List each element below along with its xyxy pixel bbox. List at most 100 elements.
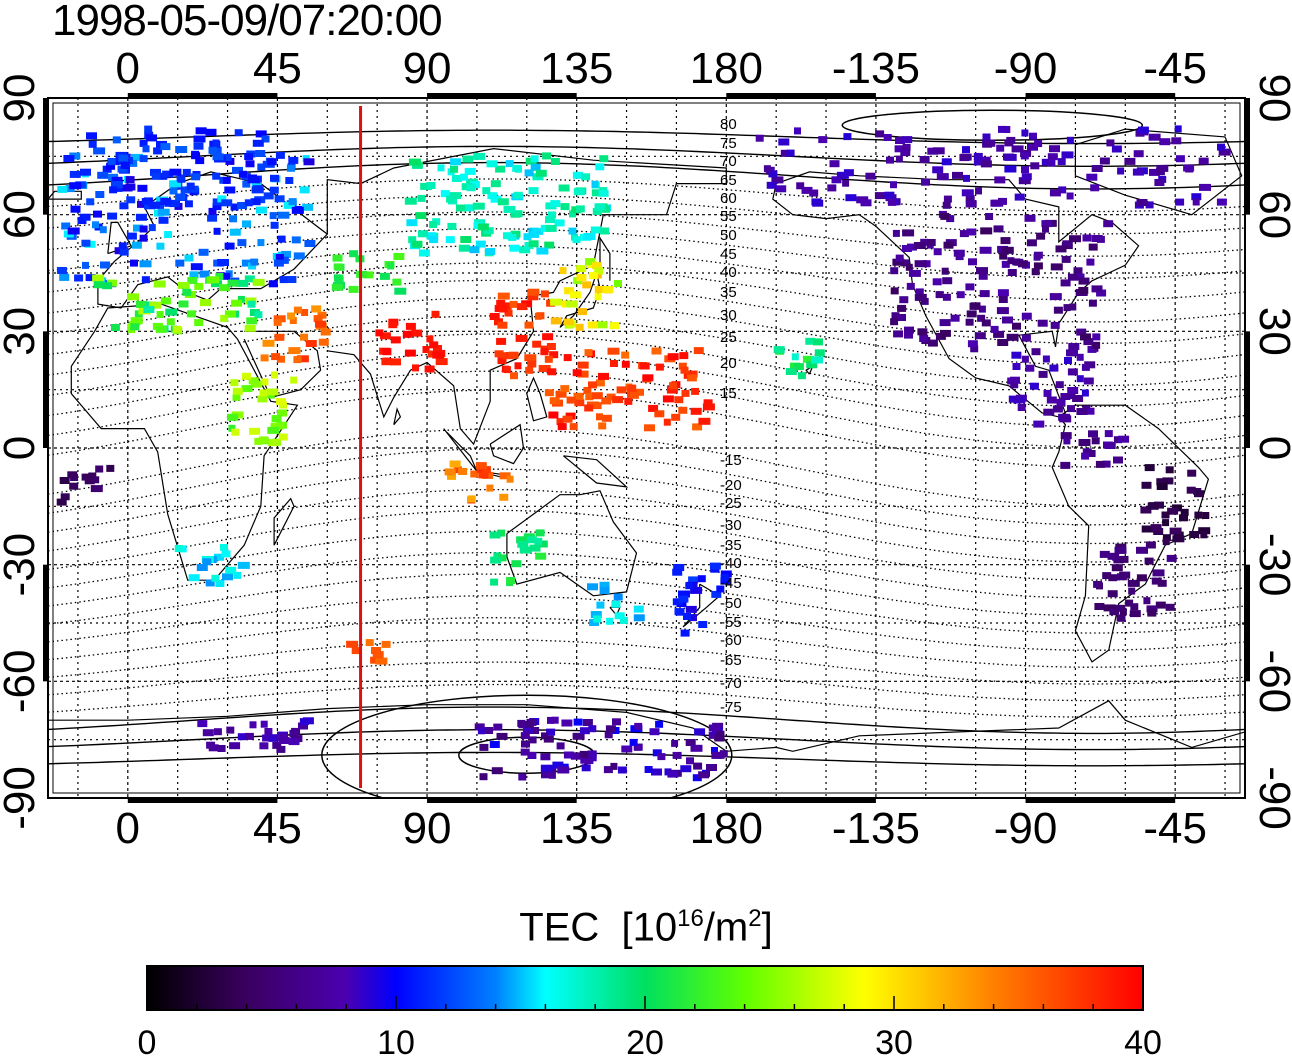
tec-data-point <box>1010 376 1020 384</box>
tec-data-point <box>453 466 462 474</box>
tec-data-point <box>257 395 268 403</box>
magnetic-latitude-label: -50 <box>720 595 742 612</box>
coastline <box>1051 404 1210 663</box>
tec-data-point <box>550 158 560 165</box>
tec-data-point <box>892 258 905 266</box>
colorbar-tick-label: 10 <box>377 1024 415 1057</box>
tec-data-point <box>624 397 633 405</box>
tec-data-point <box>127 293 139 301</box>
tec-data-point <box>529 727 540 734</box>
tec-data-point <box>524 720 534 728</box>
tec-data-point <box>978 305 986 313</box>
tec-data-point <box>275 151 285 159</box>
tec-data-point <box>237 202 248 209</box>
magnetic-pole-south-contour <box>321 694 733 798</box>
tec-data-point <box>273 318 282 326</box>
tec-data-point <box>244 199 253 207</box>
tec-data-point <box>720 574 729 582</box>
magnetic-latitude-label: -65 <box>720 652 742 669</box>
tec-data-point <box>793 363 804 371</box>
tec-data-point <box>299 186 310 194</box>
tec-data-point <box>1060 279 1071 287</box>
tec-data-point <box>1149 168 1160 176</box>
tec-data-point <box>1202 512 1210 519</box>
tec-data-point <box>1084 450 1096 457</box>
tec-data-point <box>1049 145 1060 153</box>
tec-data-point <box>894 145 907 153</box>
tec-data-point <box>1146 605 1158 613</box>
tec-data-point <box>130 259 138 267</box>
tec-data-point <box>1002 316 1013 324</box>
tec-data-point <box>59 477 70 484</box>
tec-data-point <box>262 339 275 347</box>
tec-data-point <box>914 260 927 268</box>
tec-data-point <box>196 564 208 571</box>
tec-data-point <box>505 160 514 168</box>
tec-data-point <box>333 274 341 282</box>
tec-data-point <box>156 311 164 318</box>
tec-data-point <box>255 150 266 157</box>
tec-data-point <box>1104 430 1113 438</box>
tec-data-point <box>69 152 81 160</box>
tec-data-point <box>621 360 630 368</box>
tec-data-point <box>506 475 514 483</box>
tec-data-point <box>527 360 537 368</box>
tec-data-point <box>942 277 953 285</box>
tec-data-point <box>277 409 288 417</box>
coastline <box>559 270 601 328</box>
tec-data-point <box>883 134 892 141</box>
tec-data-points <box>56 125 1231 782</box>
tec-data-point <box>222 176 231 184</box>
lon-tick-label-top: -45 <box>1143 44 1207 93</box>
tec-data-point <box>524 169 534 177</box>
tec-data-point <box>212 139 220 147</box>
tec-data-point <box>266 158 277 166</box>
tec-data-point <box>576 274 587 281</box>
tec-data-point <box>642 374 654 382</box>
colorbar-tick-label: 20 <box>626 1024 664 1057</box>
tec-data-point <box>1068 392 1076 399</box>
tec-data-point <box>1119 571 1131 579</box>
tec-data-point <box>277 211 290 219</box>
tec-data-point <box>1061 255 1071 263</box>
tec-data-point <box>560 385 570 393</box>
tec-data-point <box>998 125 1007 133</box>
tec-data-point <box>639 362 650 370</box>
tec-data-point <box>946 215 955 223</box>
frame-band-bottom <box>427 798 577 803</box>
tec-data-point <box>229 742 241 750</box>
tec-data-point <box>278 433 288 441</box>
tec-data-point <box>447 472 456 480</box>
tec-data-point <box>300 333 309 341</box>
tec-data-point <box>685 582 694 590</box>
tec-data-point <box>517 719 526 727</box>
tec-data-point <box>569 210 576 218</box>
coastline <box>1074 128 1243 216</box>
tec-data-point <box>485 248 496 255</box>
tec-data-point <box>1107 590 1118 598</box>
tec-data-point <box>493 552 502 560</box>
tec-data-point <box>584 404 594 412</box>
tec-data-point <box>1012 258 1021 266</box>
tec-data-point <box>1161 511 1170 519</box>
tec-data-point <box>1067 405 1075 413</box>
tec-data-point <box>415 212 427 220</box>
magnetic-latitude-label: -35 <box>720 537 742 554</box>
tec-data-point <box>1078 439 1091 446</box>
tec-data-point <box>548 211 556 219</box>
tec-data-point <box>331 283 343 291</box>
lon-tick-label-bottom: 0 <box>116 804 140 853</box>
tec-data-point <box>1086 258 1095 266</box>
tec-data-point <box>227 279 239 287</box>
tec-data-point <box>686 374 697 382</box>
magnetic-latitude-label: 35 <box>720 284 737 301</box>
tec-data-point <box>1125 599 1134 607</box>
tec-data-point <box>160 198 172 205</box>
tec-data-point <box>941 158 952 166</box>
tec-data-point <box>499 472 511 480</box>
tec-data-point <box>520 732 530 740</box>
tec-data-point <box>92 274 105 282</box>
tec-data-point <box>1072 395 1084 402</box>
tec-data-point <box>250 258 259 266</box>
tec-data-point <box>634 722 643 730</box>
